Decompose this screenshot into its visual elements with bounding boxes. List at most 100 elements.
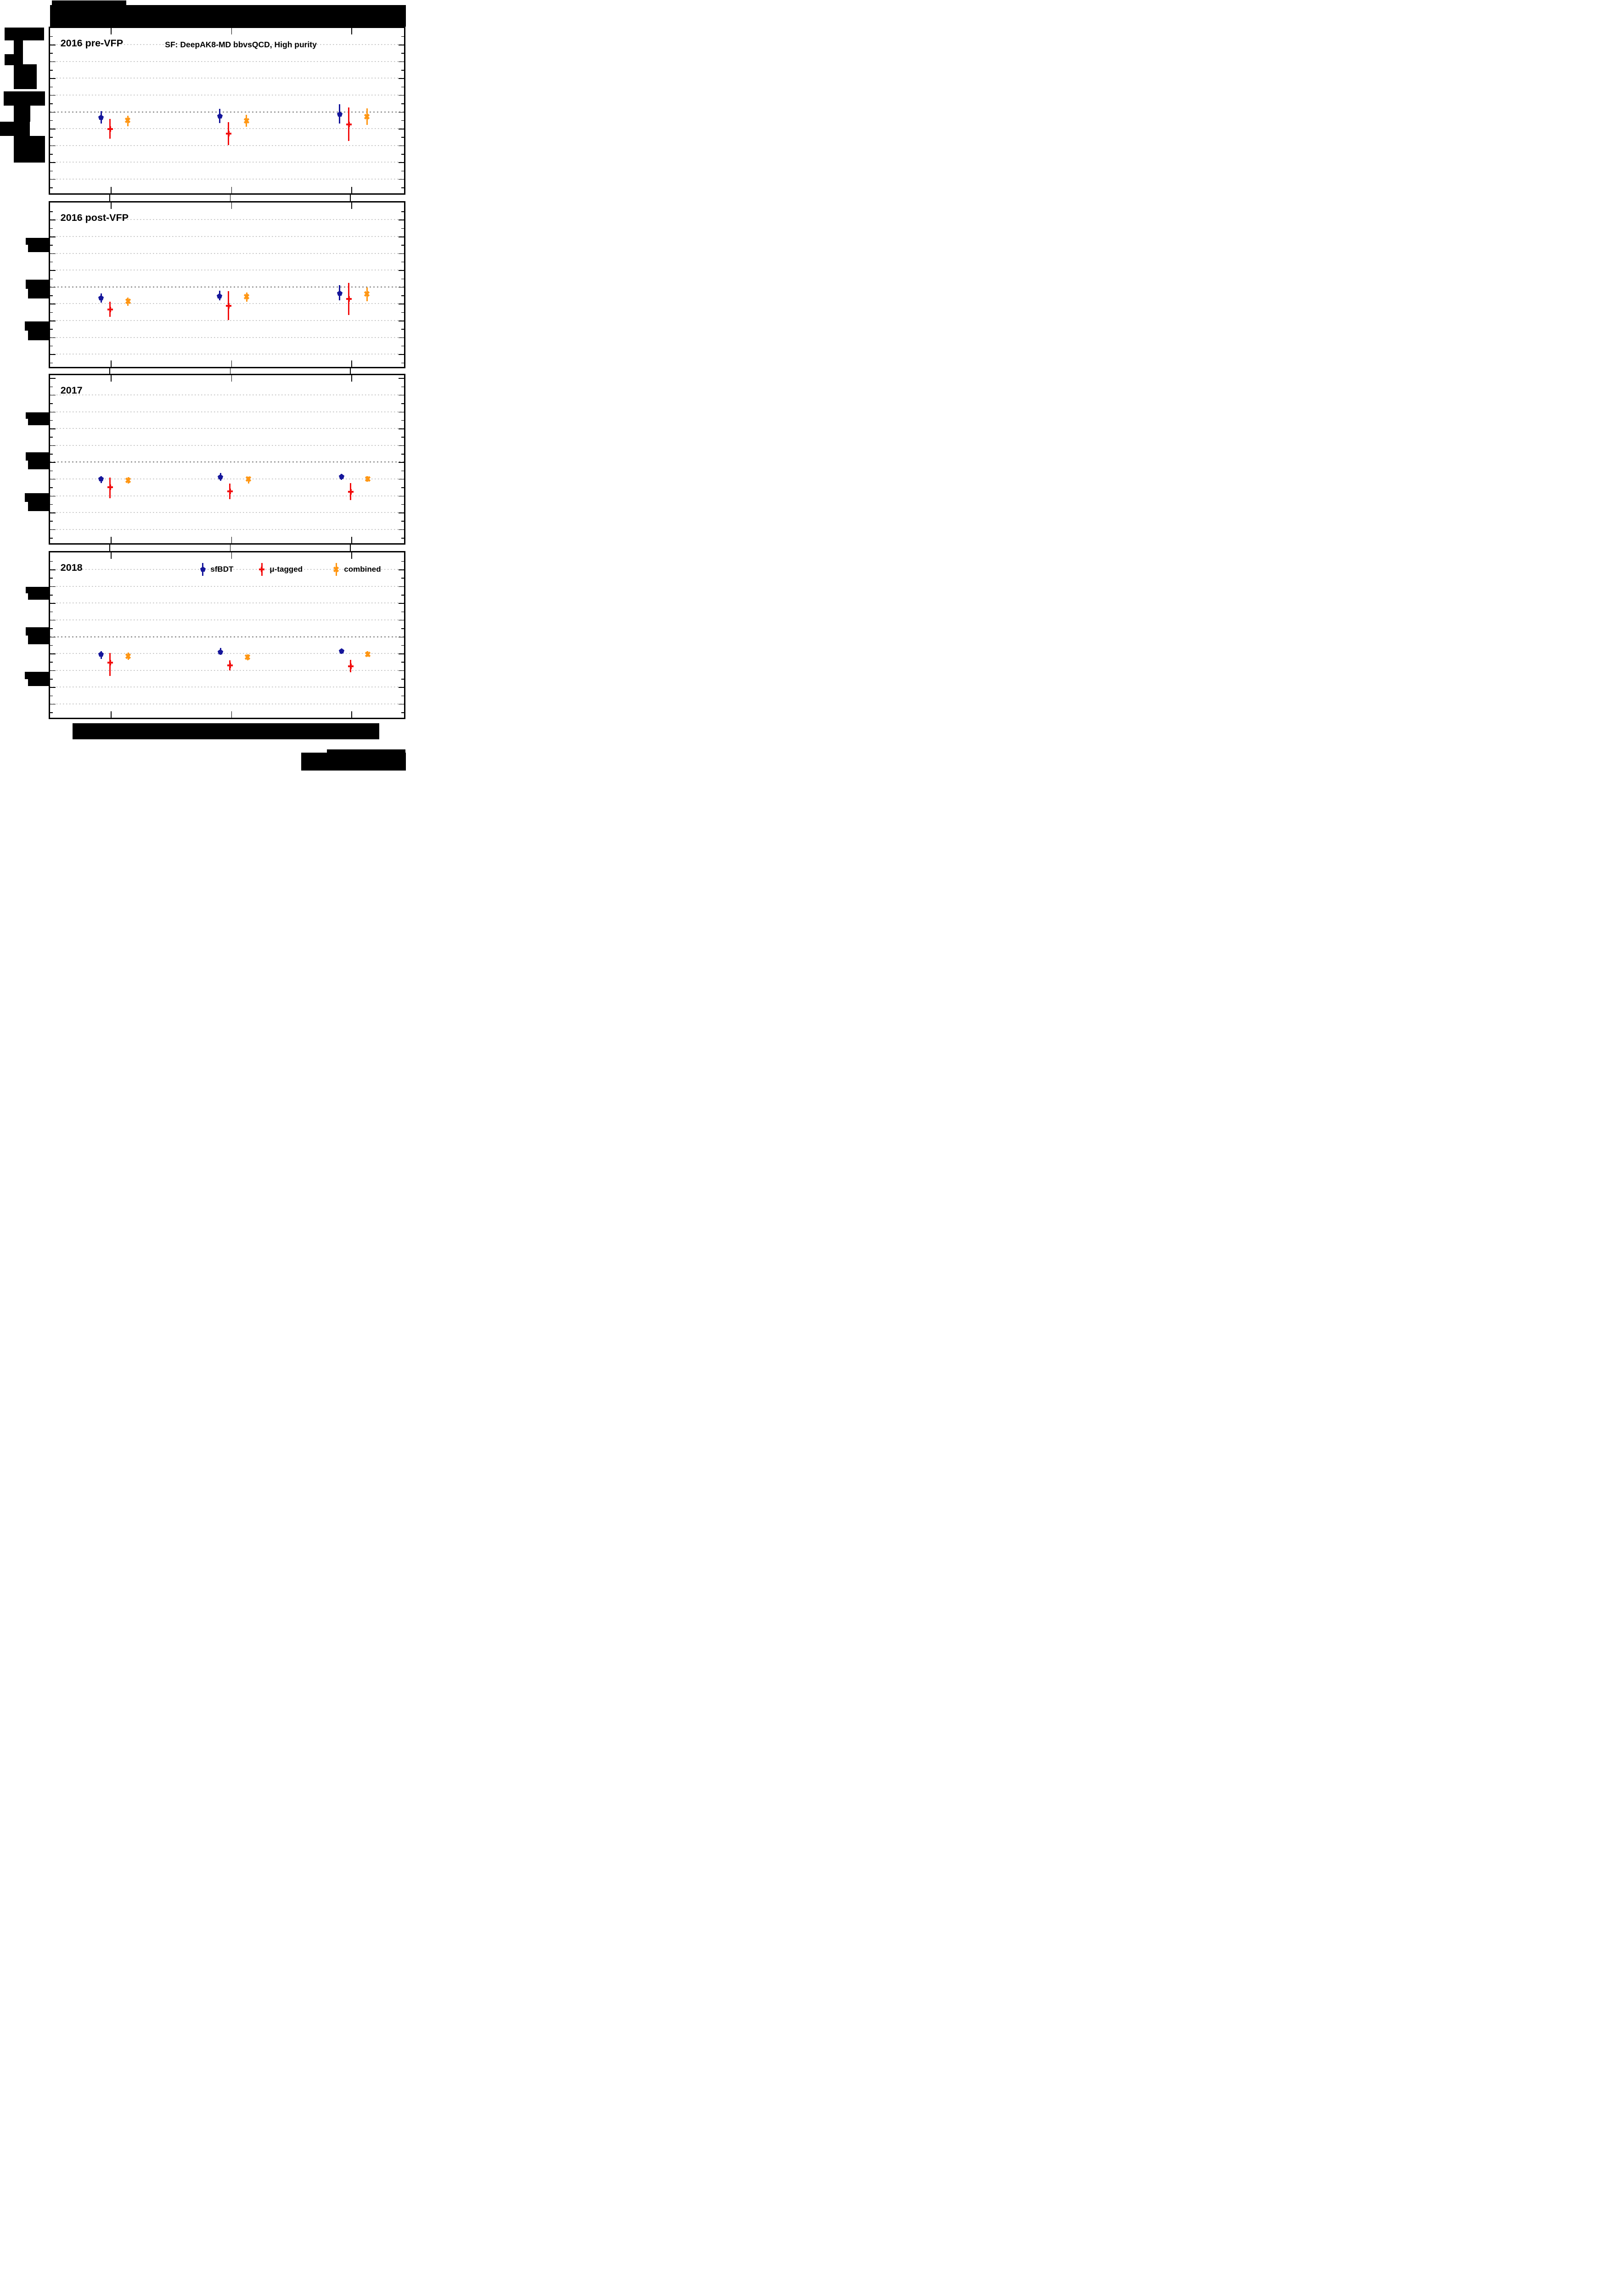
- y-axis-tick: [50, 611, 53, 613]
- redacted-y-axis-label: [28, 679, 50, 687]
- y-axis-tick: [50, 487, 53, 488]
- y-axis-tick-right: [401, 611, 404, 613]
- y-axis-tick-right: [398, 219, 404, 220]
- y-axis-tick-right: [398, 236, 404, 237]
- gridline: [50, 670, 404, 671]
- y-axis-tick: [50, 411, 56, 413]
- x-axis-tick-bottom: [110, 187, 112, 193]
- y-axis-tick: [50, 495, 56, 497]
- y-axis-tick: [50, 586, 56, 587]
- x-axis-tick-bottom: [351, 360, 352, 367]
- y-axis-tick-right: [401, 662, 404, 663]
- x-axis-tick-top: [351, 375, 352, 382]
- x-axis-tick-top: [110, 552, 112, 559]
- redacted-y-axis-label: [13, 64, 37, 89]
- y-axis-tick: [50, 236, 56, 237]
- y-axis-tick-right: [401, 712, 404, 713]
- y-axis-tick: [50, 521, 53, 522]
- x-axis-tick-top: [351, 28, 352, 34]
- mu_tagged-marker-bin1: [107, 660, 113, 665]
- combined-marker-bin1: [125, 653, 131, 659]
- y-axis-tick-right: [401, 70, 404, 71]
- gridline: [50, 94, 404, 96]
- sfBDT-marker-bin3: [338, 473, 344, 479]
- sfBDT-marker-bin3: [337, 111, 343, 117]
- y-axis-tick-right: [401, 386, 404, 388]
- y-axis-tick: [50, 595, 53, 596]
- y-axis-tick: [50, 670, 56, 671]
- gridline: [50, 428, 404, 429]
- x-axis-tick-top: [110, 375, 112, 382]
- y-axis-tick: [50, 354, 56, 355]
- y-axis-tick: [50, 179, 56, 180]
- y-axis-tick: [50, 312, 53, 313]
- x-axis-tick-bottom: [231, 360, 232, 367]
- x-axis-tick-bottom: [231, 536, 232, 543]
- combined-marker-bin2: [246, 476, 252, 482]
- redacted-footer-text: [301, 753, 406, 771]
- mu_tagged-marker-bin2: [227, 489, 233, 495]
- gridline: [50, 585, 404, 587]
- y-axis-tick: [50, 278, 53, 280]
- x-axis-tick-top: [351, 202, 352, 209]
- y-axis-tick-right: [401, 454, 404, 455]
- y-axis-tick-right: [401, 228, 404, 229]
- mu_tagged-marker-bin2: [227, 662, 233, 668]
- gridline: [50, 219, 404, 220]
- redacted-y-axis-label: [0, 122, 30, 136]
- gridline: [50, 394, 404, 395]
- y-axis-tick: [50, 454, 53, 455]
- legend-marker-combined: [333, 566, 339, 573]
- x-axis-tick-gap: [230, 195, 231, 201]
- gridline: [50, 236, 404, 237]
- mu_tagged-marker-bin1: [107, 126, 113, 132]
- y-axis-tick: [50, 86, 53, 88]
- redacted-y-axis-label: [26, 452, 50, 461]
- y-axis-tick: [50, 137, 53, 138]
- y-axis-tick: [50, 394, 56, 396]
- y-axis-tick-right: [401, 628, 404, 629]
- gridline: [50, 162, 404, 163]
- sfBDT-marker-bin3: [338, 648, 344, 654]
- x-axis-tick-gap: [230, 544, 231, 551]
- sfBDT-marker-bin1: [98, 651, 104, 657]
- gridline: [50, 354, 404, 355]
- y-axis-tick: [50, 529, 56, 530]
- redacted-y-axis-label: [28, 502, 50, 511]
- reference-line-sf1: [50, 111, 404, 113]
- legend-label-combined: combined: [344, 565, 381, 574]
- y-axis-tick-right: [398, 512, 404, 513]
- redacted-y-axis-label: [26, 280, 50, 289]
- y-axis-tick-right: [401, 245, 404, 246]
- gridline: [50, 178, 404, 180]
- gridline: [50, 253, 404, 254]
- y-axis-tick-right: [401, 362, 404, 364]
- panel-title-p4: 2018: [60, 562, 83, 573]
- y-axis-tick: [50, 462, 56, 463]
- x-axis-tick-top: [110, 202, 112, 209]
- y-axis-tick-right: [398, 78, 404, 79]
- gridline: [50, 478, 404, 479]
- y-axis-tick: [50, 95, 56, 96]
- y-axis-tick-right: [401, 561, 404, 562]
- mu_tagged-marker-bin2: [225, 131, 231, 137]
- combined-marker-bin3: [364, 113, 370, 119]
- y-axis-tick: [50, 504, 53, 505]
- combined-marker-bin3: [365, 651, 371, 657]
- mu_tagged-marker-bin2: [225, 303, 231, 309]
- sfBDT-marker-bin2: [218, 474, 224, 479]
- redacted-main-title: [50, 5, 406, 27]
- x-axis-tick-top: [231, 28, 232, 34]
- y-axis-tick-right: [401, 329, 404, 330]
- redacted-y-axis-label: [5, 54, 23, 65]
- y-axis-tick-right: [401, 170, 404, 172]
- y-axis-tick: [50, 445, 56, 446]
- mu_tagged-marker-bin3: [346, 296, 352, 302]
- y-axis-tick: [50, 287, 56, 288]
- y-axis-tick: [50, 569, 56, 570]
- sfBDT-marker-bin3: [337, 290, 343, 296]
- x-axis-tick-bottom: [110, 536, 112, 543]
- x-axis-tick-bottom: [231, 711, 232, 718]
- redacted-y-axis-label: [13, 136, 45, 163]
- gridline: [50, 303, 404, 304]
